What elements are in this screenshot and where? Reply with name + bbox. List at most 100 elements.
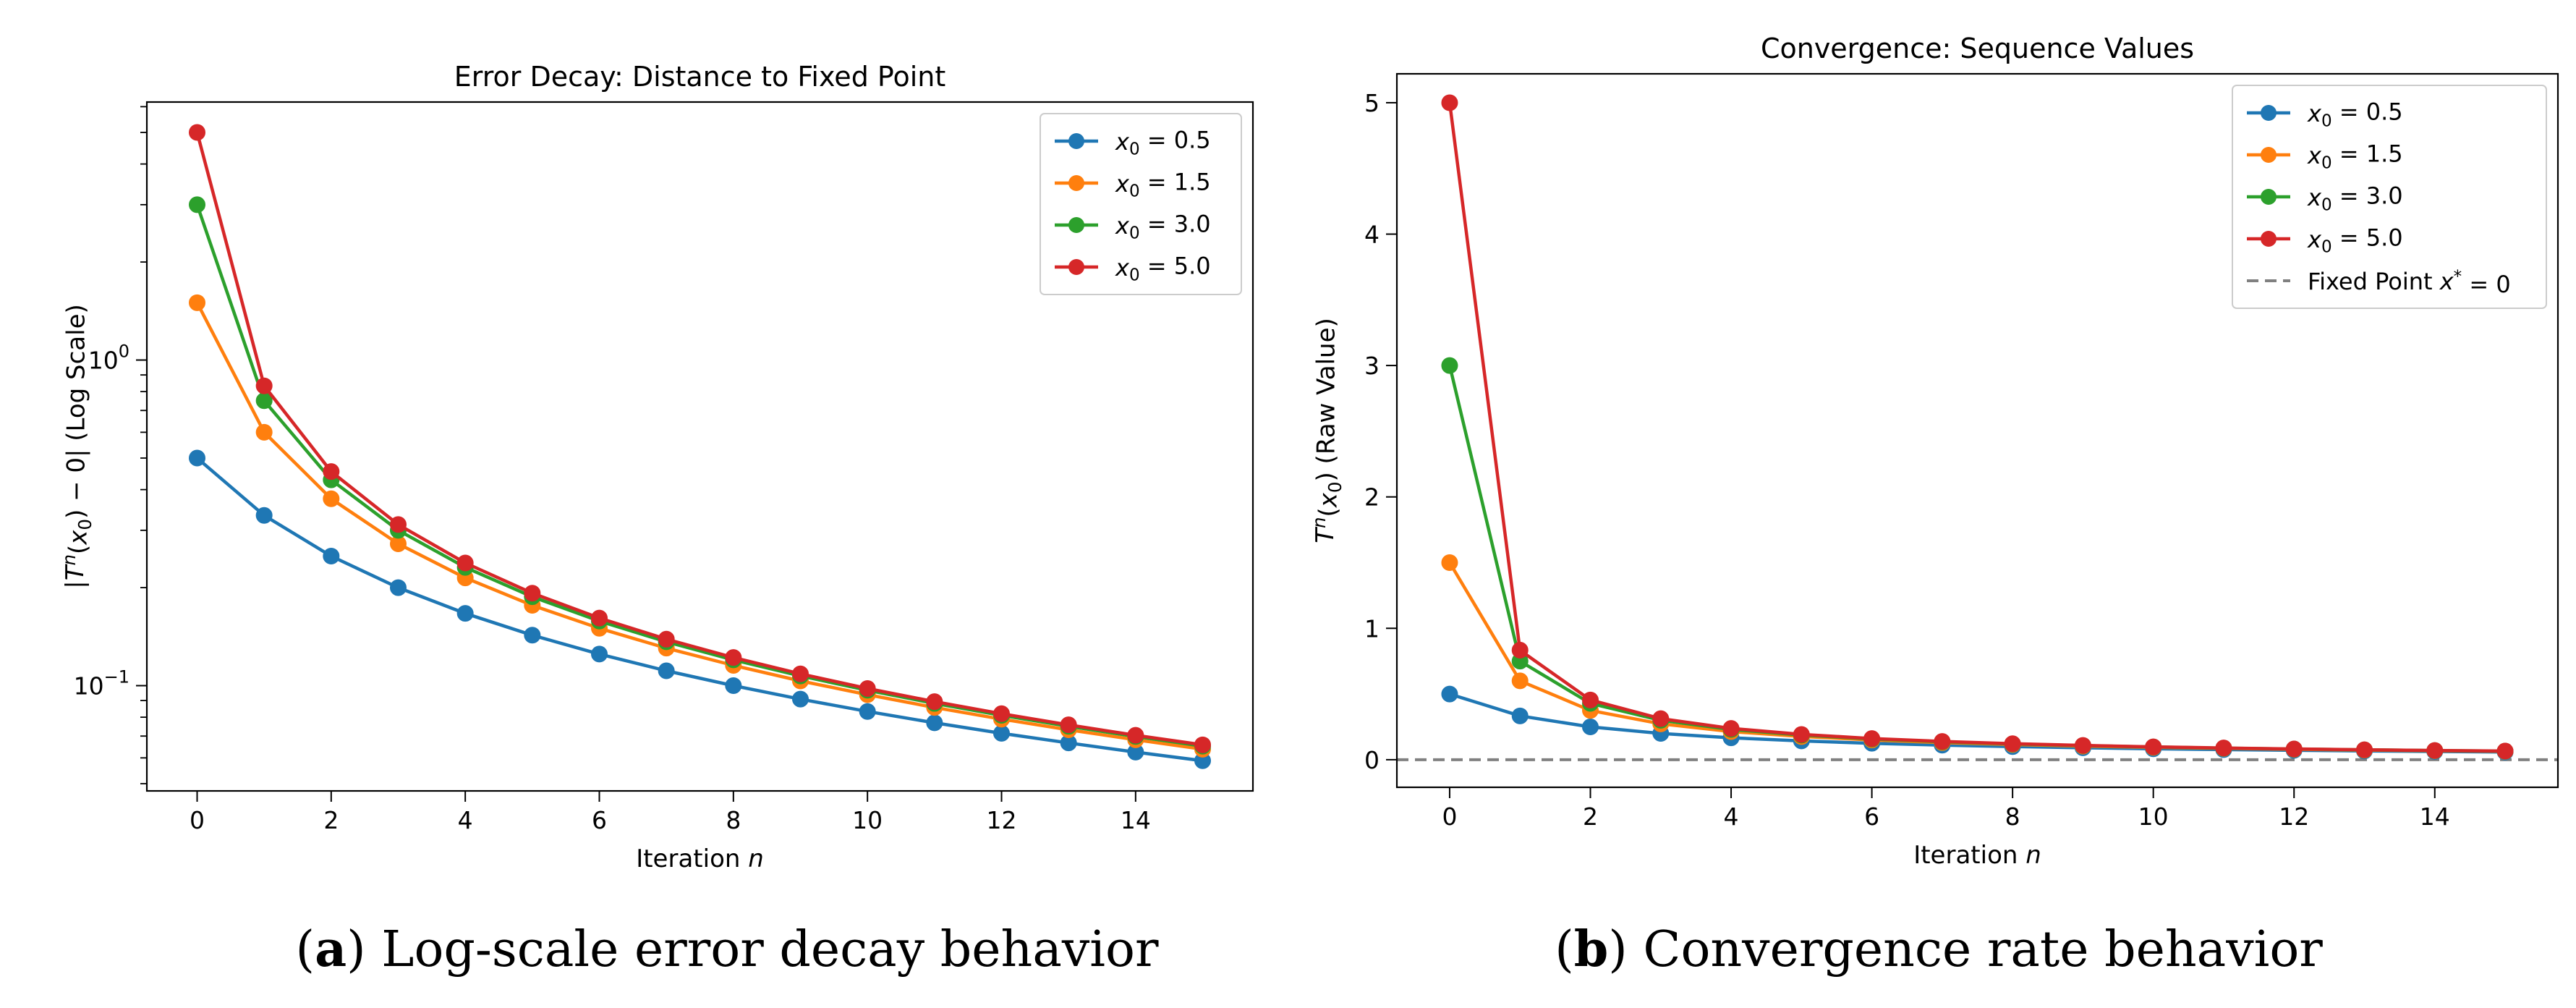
x-tick-label: 12 — [987, 806, 1017, 834]
series-3-point — [456, 554, 474, 572]
x-tick-label: 0 — [1442, 802, 1457, 831]
x-tick-label: 6 — [592, 806, 607, 834]
x-tick-label: 10 — [852, 806, 883, 834]
series-3-point — [2074, 737, 2091, 754]
legend-marker — [1068, 217, 1084, 233]
series-3-point — [1194, 736, 1211, 753]
chart-title: Convergence: Sequence Values — [1761, 33, 2194, 64]
x-tick-label: 2 — [1583, 802, 1598, 831]
series-3-point — [255, 377, 273, 394]
x-tick-label: 14 — [1121, 806, 1151, 834]
legend-label: Fixed Point x*​ = 0 — [2308, 268, 2511, 298]
series-3-point — [2004, 735, 2021, 753]
axes-frame — [145, 101, 1254, 792]
legend-label: x0​ = 0.5 — [1115, 126, 1211, 158]
legend-marker — [2261, 231, 2277, 247]
series-3-point — [189, 124, 205, 141]
series-3-point — [1793, 726, 1810, 743]
series-0-point — [189, 449, 205, 467]
x-tick-label: 14 — [2420, 802, 2450, 831]
series-0-point — [456, 605, 474, 622]
series-1-point — [1441, 554, 1458, 571]
legend-marker — [2261, 105, 2277, 121]
series-2-point — [1441, 357, 1458, 374]
series-3-point — [859, 679, 876, 697]
x-axis-label: Iteration n — [1913, 841, 2041, 870]
series-0-point — [524, 627, 541, 644]
series-3-point — [2285, 740, 2303, 758]
series-1-point — [189, 294, 205, 311]
series-0-point — [926, 714, 943, 732]
series-3-point — [725, 649, 742, 666]
legend — [1040, 113, 1242, 295]
series-0-point — [792, 690, 809, 708]
x-tick-label: 12 — [2279, 802, 2309, 831]
series-0-point — [993, 724, 1010, 742]
axes-frame — [1395, 72, 2559, 789]
series-3-point — [1511, 642, 1529, 659]
series-0-point — [390, 579, 407, 596]
series-3-point — [1582, 691, 1599, 708]
series-1-point — [1511, 672, 1529, 690]
legend — [2232, 85, 2547, 309]
series-3-point — [926, 693, 943, 711]
series-3-point — [1722, 720, 1740, 737]
y-axis-label: Tn​(x0​) (Raw Value) — [1309, 318, 1346, 543]
legend-label: x0​ = 3.0 — [2307, 182, 2403, 214]
series-3-point — [1441, 94, 1458, 111]
series-0-point — [591, 645, 608, 663]
x-tick-label: 4 — [1724, 802, 1739, 831]
legend-marker — [1068, 259, 1084, 275]
legend-marker — [2261, 189, 2277, 205]
series-line-1 — [1448, 562, 2506, 753]
series-0-point — [658, 662, 675, 679]
series-3-point — [1127, 727, 1144, 744]
series-3-point — [1863, 730, 1881, 747]
captions: (a) Log-scale error decay behavior (b) C… — [296, 920, 2324, 978]
x-tick-label: 2 — [323, 806, 339, 834]
series-0-point — [1582, 718, 1599, 735]
y-tick-label: 1 — [1364, 614, 1380, 643]
series-3-point — [792, 665, 809, 682]
series-3-point — [323, 463, 340, 480]
legend-label: x0​ = 0.5 — [2307, 98, 2403, 130]
series-3-point — [2356, 741, 2373, 758]
y-tick-label: 100 — [88, 342, 129, 375]
y-axis-label: |Tn​(x0​) − 0| (Log Scale) — [59, 304, 95, 589]
series-0-point — [255, 507, 273, 524]
series-line-3 — [195, 132, 1203, 747]
y-tick-label: 4 — [1364, 221, 1380, 249]
x-tick-label: 4 — [458, 806, 473, 834]
panel-a-error-decay: Error Decay: Distance to Fixed Point 10−1… — [59, 61, 1254, 873]
legend-label: x0​ = 3.0 — [1115, 210, 1211, 242]
caption-a: (a) Log-scale error decay behavior — [296, 920, 1159, 978]
y-tick-label: 2 — [1364, 483, 1380, 512]
series-3-point — [1060, 716, 1077, 734]
x-tick-label: 0 — [190, 806, 205, 834]
series-line-0 — [196, 457, 1203, 763]
legend-marker — [1068, 175, 1084, 191]
legend-marker — [1068, 133, 1084, 149]
y-tick-label: 0 — [1364, 746, 1380, 774]
series-0-point — [859, 703, 876, 720]
series-3-point — [1934, 733, 1951, 750]
series-3-point — [658, 630, 675, 648]
series-3-point — [390, 516, 407, 533]
legend-label: x0​ = 5.0 — [1115, 252, 1211, 284]
y-tick-label: 5 — [1364, 89, 1380, 117]
series-3-point — [2145, 738, 2162, 755]
series-0-point — [1441, 685, 1458, 703]
series-3-point — [591, 609, 608, 627]
series-line-2 — [1448, 365, 2506, 753]
x-axis-label: Iteration n — [636, 844, 764, 873]
x-tick-label: 10 — [2138, 802, 2169, 831]
series-line-1 — [195, 302, 1203, 751]
legend-label: x0​ = 1.5 — [2307, 140, 2403, 172]
series-3-point — [2426, 742, 2444, 759]
y-tick-label: 3 — [1364, 352, 1380, 380]
chart-title: Error Decay: Distance to Fixed Point — [454, 61, 946, 93]
series-0-point — [1511, 707, 1529, 724]
series-0-point — [323, 547, 340, 564]
